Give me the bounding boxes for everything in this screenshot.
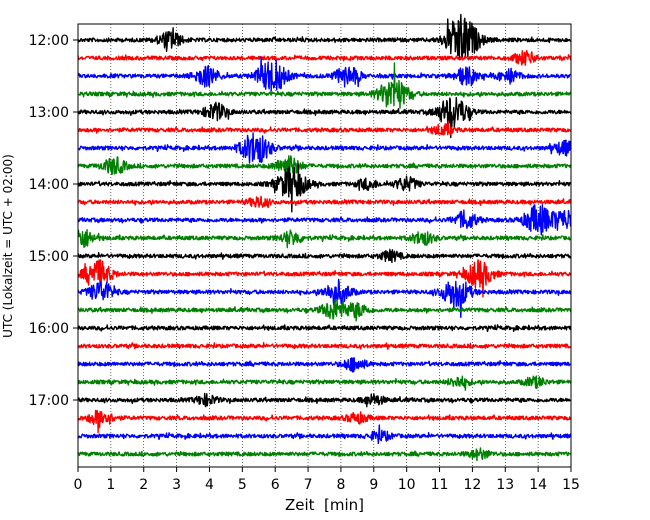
x-tick-label: 2 — [139, 477, 148, 493]
y-tick-label: 14:00 — [29, 177, 69, 193]
trace-1730 — [77, 424, 572, 445]
x-tick-label: 11 — [431, 477, 449, 493]
trace-1645 — [77, 375, 572, 391]
trace-1330 — [77, 132, 572, 164]
plot-frame — [77, 23, 572, 468]
x-tick-label: 7 — [304, 477, 313, 493]
x-tick-label: 1 — [106, 477, 115, 493]
trace-1515 — [77, 259, 572, 298]
trace-1215 — [77, 49, 572, 66]
x-tick-label: 12 — [463, 477, 481, 493]
x-tick-label: 6 — [271, 477, 280, 493]
x-tick-label: 5 — [238, 477, 247, 493]
trace-1500 — [77, 248, 572, 264]
y-tick-label: 13:00 — [29, 105, 69, 121]
grid-lines — [110, 24, 539, 467]
x-axis-label: Zeit [min] — [285, 496, 364, 514]
trace-1400 — [77, 163, 572, 213]
x-tick-label: 0 — [74, 477, 83, 493]
x-tick-label: 3 — [172, 477, 181, 493]
trace-1545 — [77, 298, 572, 322]
y-axis-label: UTC (Lokalzeit = UTC + 02:00) — [1, 154, 15, 338]
trace-1745 — [77, 447, 572, 462]
trace-1630 — [77, 357, 572, 373]
trace-1415 — [77, 195, 572, 209]
trace-1300 — [77, 96, 572, 139]
trace-1315 — [77, 120, 572, 136]
x-tick-label: 8 — [336, 477, 345, 493]
trace-1445 — [77, 228, 572, 249]
x-tick-label: 14 — [529, 477, 547, 493]
trace-1715 — [77, 409, 572, 434]
trace-1600 — [77, 324, 572, 333]
y-axis-ticks: 12:00 13:00 14:00 15:00 16:00 17:00 — [29, 33, 78, 409]
y-tick-label: 12:00 — [29, 33, 69, 49]
x-tick-label: 10 — [398, 477, 416, 493]
trace-1700 — [77, 392, 572, 408]
y-tick-label: 15:00 — [29, 249, 69, 265]
trace-1230 — [77, 56, 572, 92]
x-tick-label: 9 — [369, 477, 378, 493]
y-tick-label: 17:00 — [29, 393, 69, 409]
trace-1200 — [77, 13, 572, 60]
trace-1615 — [77, 342, 572, 350]
y-tick-label: 16:00 — [29, 321, 69, 337]
x-tick-label: 4 — [205, 477, 214, 493]
trace-1245 — [77, 62, 572, 109]
trace-1345 — [77, 155, 572, 176]
trace-1430 — [77, 204, 572, 236]
trace-1530 — [77, 278, 572, 318]
x-tick-label: 15 — [562, 477, 580, 493]
x-axis-ticks: 0 1 2 3 4 5 6 7 8 9 10 11 12 13 14 15 — [74, 467, 580, 493]
x-tick-label: 13 — [496, 477, 514, 493]
seismogram-traces — [77, 13, 572, 462]
